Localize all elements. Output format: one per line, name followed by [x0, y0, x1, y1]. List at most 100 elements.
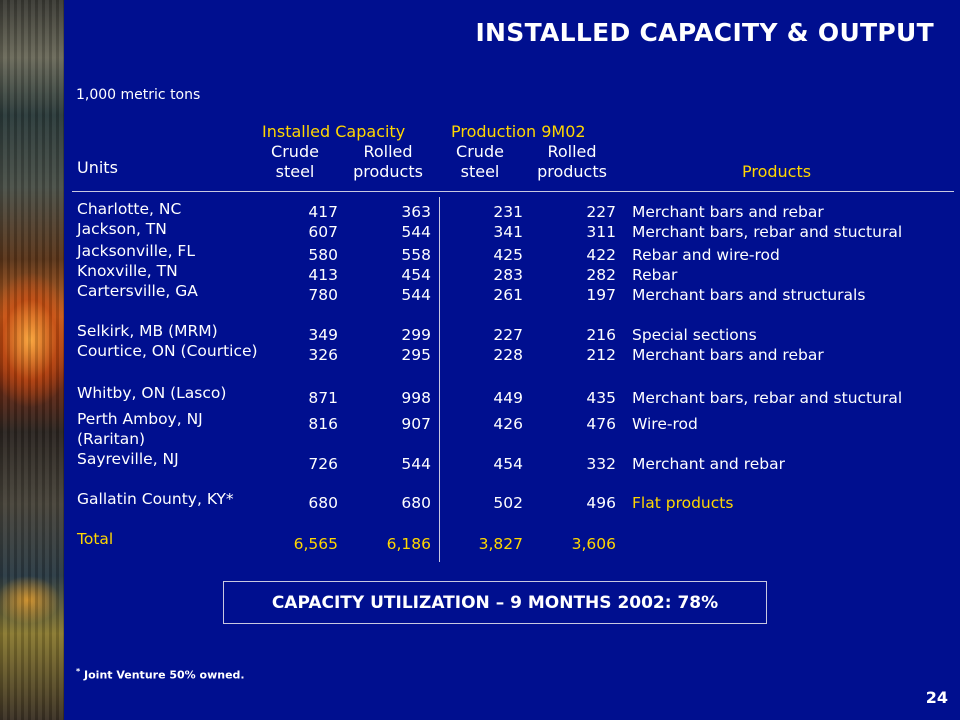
- cell-products: Special sections: [632, 326, 757, 344]
- side-photo-strip: [0, 0, 64, 720]
- cell-prod-crude: 454: [493, 455, 523, 473]
- row-location: Sayreville, NJ: [77, 449, 179, 469]
- cell-products: Merchant bars and structurals: [632, 286, 866, 304]
- location-name: Jackson, TN: [77, 220, 167, 238]
- row-location: Charlotte, NC: [77, 199, 181, 219]
- location-name: Selkirk, MB (MRM): [77, 322, 218, 340]
- cell-products: Flat products: [632, 494, 734, 512]
- row-location: Selkirk, MB (MRM): [77, 321, 218, 341]
- header-cap-rolled-2: products: [353, 162, 423, 181]
- cell-cap-rolled: 544: [401, 286, 431, 304]
- header-units: Units: [77, 158, 118, 177]
- row-location: Whitby, ON (Lasco): [77, 383, 226, 403]
- header-prod-crude-1: Crude: [456, 142, 504, 161]
- cell-prod-rolled: 216: [586, 326, 616, 344]
- cell-products: Merchant bars, rebar and stuctural: [632, 223, 903, 241]
- row-location: Jacksonville, FL: [77, 241, 195, 261]
- cell-prod-rolled: 332: [586, 455, 616, 473]
- location-name: Knoxville, TN: [77, 262, 178, 280]
- cell-cap-crude: 780: [308, 286, 338, 304]
- cell-prod-crude: 228: [493, 346, 523, 364]
- units-note: 1,000 metric tons: [76, 87, 201, 103]
- cell-cap-crude: 580: [308, 246, 338, 264]
- cell-prod-crude: 231: [493, 203, 523, 221]
- header-prod-rolled-2: products: [537, 162, 607, 181]
- row-location: Courtice, ON (Courtice): [77, 341, 258, 361]
- cell-prod-crude: 341: [493, 223, 523, 241]
- header-production: Production 9M02: [451, 122, 586, 141]
- cell-cap-rolled: 998: [401, 389, 431, 407]
- row-location: Gallatin County, KY*: [77, 489, 234, 509]
- cell-products: Rebar: [632, 266, 678, 284]
- cell-prod-crude: 227: [493, 326, 523, 344]
- cell-cap-rolled: 295: [401, 346, 431, 364]
- cell-cap-crude: 413: [308, 266, 338, 284]
- cell-cap-crude: 607: [308, 223, 338, 241]
- cell-cap-crude: 680: [308, 494, 338, 512]
- cell-cap-crude: 816: [308, 415, 338, 433]
- cell-prod-rolled: 476: [586, 415, 616, 433]
- footnote-text: Joint Venture 50% owned.: [80, 668, 245, 682]
- cell-cap-rolled: 544: [401, 455, 431, 473]
- location-name: Cartersville, GA: [77, 282, 198, 300]
- location-name-line2: (Raritan): [77, 430, 146, 448]
- footnote-mark: *: [76, 667, 81, 676]
- total-prod-rolled: 3,606: [571, 535, 616, 553]
- cell-cap-crude: 349: [308, 326, 338, 344]
- total-cap-rolled: 6,186: [386, 535, 431, 553]
- location-name: Perth Amboy, NJ: [77, 410, 203, 428]
- header-cap-crude-1: Crude: [271, 142, 319, 161]
- location-name: Jacksonville, FL: [77, 242, 195, 260]
- row-location: Jackson, TN: [77, 219, 167, 239]
- cell-cap-rolled: 544: [401, 223, 431, 241]
- cell-prod-rolled: 422: [586, 246, 616, 264]
- cell-prod-rolled: 212: [586, 346, 616, 364]
- cell-products: Merchant bars and rebar: [632, 346, 824, 364]
- cell-products: Wire-rod: [632, 415, 698, 433]
- cell-products: Merchant bars, rebar and stuctural: [632, 389, 903, 407]
- cell-prod-crude: 261: [493, 286, 523, 304]
- cell-products: Merchant bars and rebar: [632, 203, 824, 221]
- total-label: Total: [77, 530, 114, 548]
- cell-prod-crude: 426: [493, 415, 523, 433]
- cell-prod-crude: 283: [493, 266, 523, 284]
- row-location: Knoxville, TN: [77, 261, 178, 281]
- column-divider: [439, 197, 440, 562]
- cell-prod-crude: 502: [493, 494, 523, 512]
- header-prod-crude-2: steel: [460, 162, 500, 181]
- page-title: INSTALLED CAPACITY & OUTPUT: [475, 18, 934, 47]
- row-location: Perth Amboy, NJ (Raritan): [77, 409, 203, 449]
- photo-texture: [0, 0, 64, 720]
- header-cap-crude-2: steel: [275, 162, 315, 181]
- header-divider: [72, 191, 954, 192]
- cell-prod-rolled: 227: [586, 203, 616, 221]
- footnote: * Joint Venture 50% owned.: [76, 667, 245, 682]
- cell-prod-crude: 425: [493, 246, 523, 264]
- cell-prod-rolled: 197: [586, 286, 616, 304]
- page-number: 24: [925, 688, 948, 707]
- header-cap-rolled-1: Rolled: [363, 142, 413, 161]
- cell-cap-crude: 871: [308, 389, 338, 407]
- cell-cap-crude: 417: [308, 203, 338, 221]
- cell-cap-crude: 326: [308, 346, 338, 364]
- cell-cap-rolled: 363: [401, 203, 431, 221]
- cell-products: Merchant and rebar: [632, 455, 785, 473]
- cell-cap-rolled: 680: [401, 494, 431, 512]
- location-name: Charlotte, NC: [77, 200, 182, 218]
- location-name: Whitby, ON (Lasco): [77, 384, 227, 402]
- cell-prod-rolled: 435: [586, 389, 616, 407]
- header-prod-rolled-1: Rolled: [547, 142, 597, 161]
- cell-cap-rolled: 299: [401, 326, 431, 344]
- cell-cap-crude: 726: [308, 455, 338, 473]
- capacity-utilization-box: CAPACITY UTILIZATION – 9 MONTHS 2002: 78…: [223, 581, 767, 624]
- header-products: Products: [742, 162, 812, 181]
- header-installed-capacity: Installed Capacity: [262, 122, 406, 141]
- cell-prod-rolled: 496: [586, 494, 616, 512]
- cell-prod-rolled: 311: [586, 223, 616, 241]
- cell-prod-crude: 449: [493, 389, 523, 407]
- row-location: Cartersville, GA: [77, 281, 198, 301]
- cell-cap-rolled: 907: [401, 415, 431, 433]
- cell-cap-rolled: 454: [401, 266, 431, 284]
- location-name: Gallatin County, KY*: [77, 490, 234, 508]
- total-prod-crude: 3,827: [478, 535, 523, 553]
